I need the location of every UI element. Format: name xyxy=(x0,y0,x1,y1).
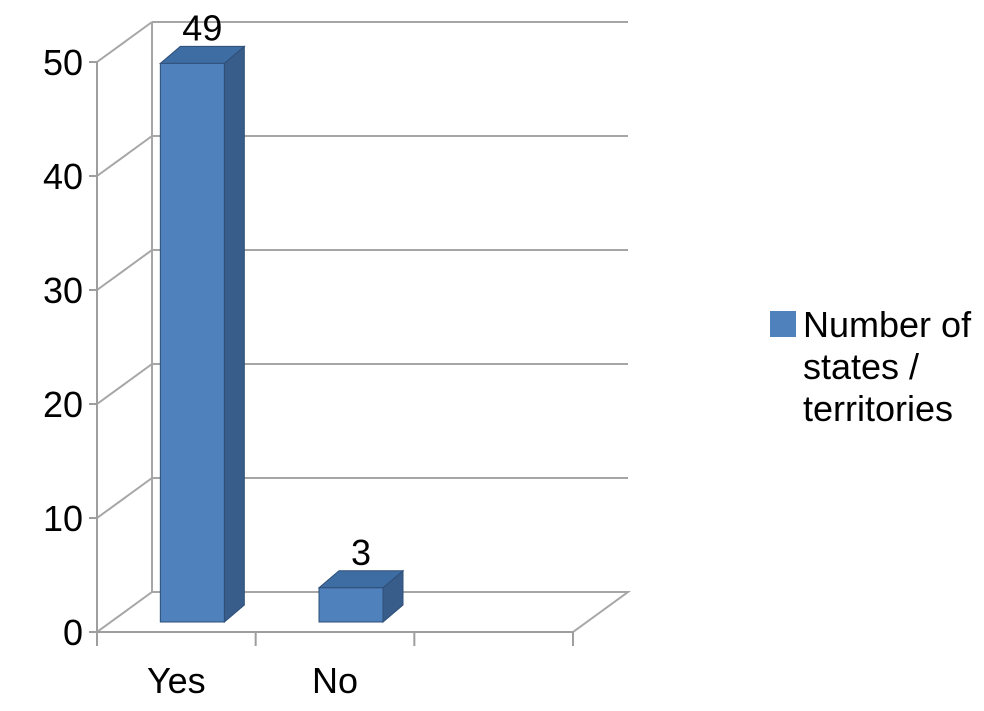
y-tick-label: 50 xyxy=(43,42,83,83)
bar-no xyxy=(318,587,384,623)
legend-label-line: territories xyxy=(803,388,953,429)
y-tick-label: 0 xyxy=(63,612,83,653)
bars xyxy=(158,45,405,624)
y-tick-label: 20 xyxy=(43,384,83,425)
gridline-side xyxy=(96,135,153,177)
labels: 0 10 20 30 40 50 49 Yes 3 No xyxy=(43,7,371,701)
gridline-side xyxy=(96,249,153,291)
legend-label-line: states / xyxy=(803,346,919,387)
data-label-yes: 49 xyxy=(182,7,222,48)
y-tick-label: 40 xyxy=(43,156,83,197)
x-tick-label-no: No xyxy=(312,660,358,701)
y-tick-label: 30 xyxy=(43,270,83,311)
y-tick-label: 10 xyxy=(43,498,83,539)
data-label-no: 3 xyxy=(351,532,371,573)
axes xyxy=(89,61,574,646)
bar-side-yes xyxy=(223,45,245,624)
gridline-side xyxy=(96,363,153,405)
x-tick-label-yes: Yes xyxy=(147,660,206,701)
legend-label: Number of states / territories xyxy=(803,304,972,429)
legend-label-line: Number of xyxy=(803,304,972,345)
bar-yes xyxy=(159,62,225,623)
legend: Number of states / territories xyxy=(770,304,972,429)
gridline-side xyxy=(96,21,153,63)
gridline-side xyxy=(96,477,153,519)
legend-swatch xyxy=(770,311,796,337)
